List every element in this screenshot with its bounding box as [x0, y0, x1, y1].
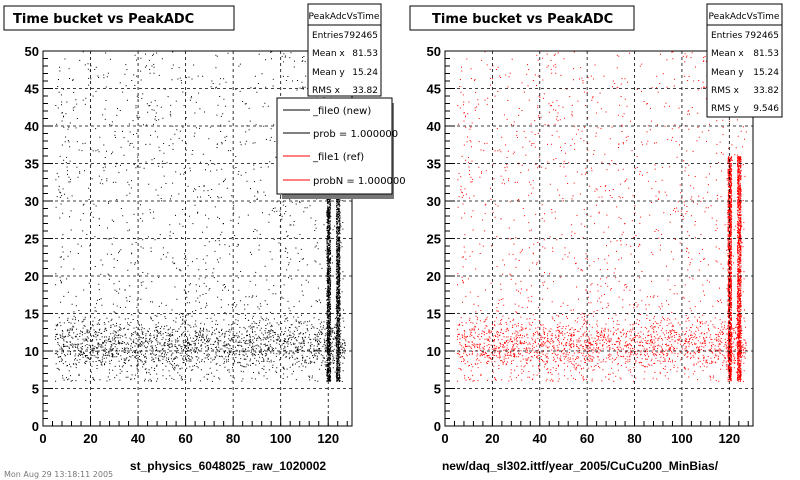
stats-box-left: PeakAdcVsTime Entries 792465 Mean x 81.5…	[307, 3, 382, 97]
axes-right: 0 20 40 60 80 100 120 0 5 10 15 20 25 30 35 40 45 50	[427, 44, 749, 446]
y-tick-label: 15	[427, 307, 441, 322]
x-tick-label: 60	[178, 431, 192, 446]
x-tick-label: 120	[317, 431, 339, 446]
y-tick-label: 25	[427, 232, 441, 247]
stats-name-left: PeakAdcVsTime	[309, 12, 380, 22]
y-tick-label: 30	[25, 194, 39, 209]
y-tick-label: 35	[427, 157, 441, 172]
y-tick-label: 45	[427, 82, 441, 97]
legend-entry-prob: prob = 1.000000	[283, 129, 398, 140]
y-tick-label: 40	[25, 119, 39, 134]
legend-box: _file0 (new) prob = 1.000000 _file1 (ref…	[276, 97, 406, 199]
stats-label-mean-y: Mean y	[312, 68, 345, 78]
y-tick-label: 5	[32, 382, 39, 397]
stats-value-entries-right: 792465	[745, 31, 779, 41]
x-axis-label-right: new/daq_sl302.ittf/year_2005/CuCu200_Min…	[442, 459, 719, 473]
y-tick-label: 40	[427, 119, 441, 134]
chart-title-right: Time bucket vs PeakADC	[432, 12, 613, 27]
stats-label-mean-x: Mean x	[312, 49, 345, 59]
stats-box-right: PeakAdcVsTime Entries 792465 Mean x 81.5…	[706, 3, 783, 118]
y-tick-label: 25	[25, 232, 39, 247]
stats-label-mean-y-right: Mean y	[711, 68, 744, 78]
legend-label-file0: _file0 (new)	[312, 106, 371, 117]
y-tick-label: 50	[427, 44, 441, 59]
y-tick-label: 30	[427, 194, 441, 209]
y-tick-label: 10	[427, 344, 441, 359]
stats-label-mean-x-right: Mean x	[711, 49, 744, 59]
legend-entry-file0: _file0 (new)	[283, 106, 371, 117]
grid-right	[445, 51, 753, 426]
stats-value-mean-y: 15.24	[352, 68, 378, 78]
x-tick-label: 60	[580, 431, 594, 446]
y-tick-label: 45	[25, 82, 39, 97]
y-tick-label: 35	[25, 157, 39, 172]
x-axis-label-left: st_physics_6048025_raw_1020002	[130, 459, 326, 473]
y-tick-label: 0	[434, 419, 441, 434]
y-tick-label: 20	[25, 269, 39, 284]
left-panel: 0 20 40 60 80 100 120 0 5 10 15 20 25 30 35 40 45 50 Time…	[3, 3, 406, 473]
stats-value-mean-x-right: 81.53	[753, 49, 779, 59]
title-box-left: Time bucket vs PeakADC	[3, 5, 235, 31]
x-tick-label: 0	[441, 431, 448, 446]
x-tick-label: 40	[533, 431, 547, 446]
stats-name-right: PeakAdcVsTime	[709, 12, 780, 22]
stats-value-mean-x: 81.53	[352, 49, 378, 59]
stats-label-rms-x-right: RMS x	[711, 86, 740, 96]
y-tick-label: 15	[25, 307, 39, 322]
x-tick-label: 120	[718, 431, 740, 446]
stats-value-entries: 792465	[344, 31, 378, 41]
y-tick-label: 20	[427, 269, 441, 284]
x-tick-label: 40	[131, 431, 145, 446]
legend-label-file1: _file1 (ref)	[312, 152, 364, 163]
legend-entry-file1: _file1 (ref)	[283, 152, 364, 163]
x-tick-label: 0	[39, 431, 46, 446]
stats-label-entries: Entries	[312, 31, 344, 41]
x-tick-label: 20	[485, 431, 499, 446]
x-tick-label: 80	[226, 431, 240, 446]
stats-value-mean-y-right: 15.24	[753, 68, 779, 78]
y-tick-label: 50	[25, 44, 39, 59]
stats-label-rms-y-right: RMS y	[711, 104, 740, 114]
right-panel: 0 20 40 60 80 100 120 0 5 10 15 20 25 30 35 40 45 50 Time…	[409, 3, 783, 473]
stats-value-rms-y-right: 9.546	[753, 104, 779, 114]
x-tick-label: 80	[627, 431, 641, 446]
stats-value-rms-x-right: 33.82	[753, 86, 779, 96]
stats-value-rms-x: 33.82	[352, 86, 378, 96]
grid-left	[43, 51, 352, 426]
y-tick-label: 0	[32, 419, 39, 434]
x-tick-label: 100	[270, 431, 292, 446]
axes-left: 0 20 40 60 80 100 120 0 5 10 15 20 25 30 35 40 45 50	[25, 44, 348, 446]
title-box-right: Time bucket vs PeakADC	[409, 5, 635, 31]
stats-label-entries-right: Entries	[711, 31, 743, 41]
legend-entry-probn: probN = 1.000000	[283, 176, 406, 187]
legend-label-probn: probN = 1.000000	[313, 176, 406, 187]
y-tick-label: 5	[434, 382, 441, 397]
x-tick-label: 100	[671, 431, 693, 446]
x-tick-label: 20	[83, 431, 97, 446]
legend-label-prob: prob = 1.000000	[313, 129, 398, 140]
footer-timestamp: Mon Aug 29 13:18:11 2005	[4, 470, 113, 479]
y-tick-label: 10	[25, 344, 39, 359]
stats-label-rms-x: RMS x	[312, 86, 341, 96]
chart-title-left: Time bucket vs PeakADC	[13, 12, 194, 27]
